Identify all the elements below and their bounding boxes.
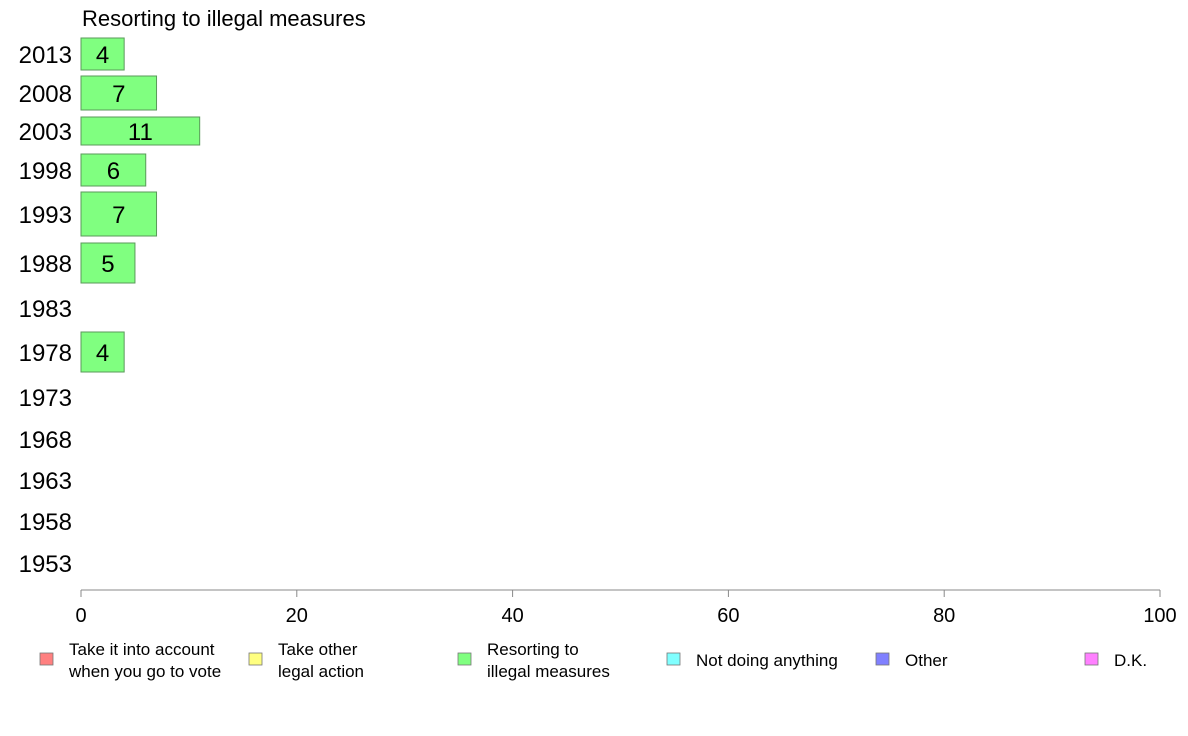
legend-swatch <box>1084 652 1099 666</box>
legend-swatch <box>39 652 54 666</box>
bar <box>80 116 201 146</box>
bar-value-label: 4 <box>96 340 109 367</box>
bar <box>80 37 125 71</box>
x-axis: 0 20 40 60 80 100 <box>75 589 1177 627</box>
y-tick-label: 1993 <box>19 202 72 229</box>
legend-label: Other <box>905 651 948 670</box>
y-tick-label: 1978 <box>19 340 72 367</box>
bar <box>80 331 125 373</box>
y-tick-label: 2013 <box>19 42 72 69</box>
bar <box>80 75 158 111</box>
x-tick-label: 20 <box>286 605 308 627</box>
bar <box>80 242 136 284</box>
x-tick-label: 60 <box>717 605 739 627</box>
legend-label: Resorting to illegal measures <box>487 640 610 681</box>
legend-swatch <box>875 652 890 666</box>
y-tick-label: 1963 <box>19 468 72 495</box>
y-tick-label: 1973 <box>19 385 72 412</box>
bar <box>80 153 147 187</box>
x-tick-label: 80 <box>933 605 955 627</box>
legend-swatch <box>457 652 472 666</box>
bar-value-label: 7 <box>112 202 125 229</box>
x-tick-label: 100 <box>1143 605 1176 627</box>
x-tick-label: 0 <box>75 605 86 627</box>
y-tick-label: 1983 <box>19 296 72 323</box>
y-tick-label: 1953 <box>19 551 72 578</box>
y-axis-labels: 2013 2008 2003 1998 1993 1988 1983 1978 1973 1968… <box>19 42 72 578</box>
legend-swatch <box>248 652 263 666</box>
y-tick-label: 1998 <box>19 158 72 185</box>
y-tick-label: 1988 <box>19 251 72 278</box>
x-tick-label: 40 <box>501 605 523 627</box>
chart-title: Resorting to illegal measures <box>82 6 366 31</box>
legend-swatch <box>666 652 681 666</box>
bar-value-label: 7 <box>112 81 125 108</box>
legend: Take it into account when you go to vote T… <box>39 640 1147 681</box>
y-tick-label: 1968 <box>19 427 72 454</box>
legend-label: D.K. <box>1114 651 1147 670</box>
bar-value-label: 6 <box>107 158 120 185</box>
y-tick-label: 2003 <box>19 119 72 146</box>
y-tick-label: 1958 <box>19 509 72 536</box>
bar-value-label: 11 <box>128 119 153 146</box>
bar-value-label: 5 <box>101 251 114 278</box>
y-tick-label: 2008 <box>19 81 72 108</box>
bar-value-label: 4 <box>96 42 109 69</box>
legend-label: Take it into account when you go to vote <box>68 640 221 681</box>
legend-label: Not doing anything <box>696 651 838 670</box>
legend-label: Take other legal action <box>278 640 364 681</box>
bar <box>80 191 158 237</box>
